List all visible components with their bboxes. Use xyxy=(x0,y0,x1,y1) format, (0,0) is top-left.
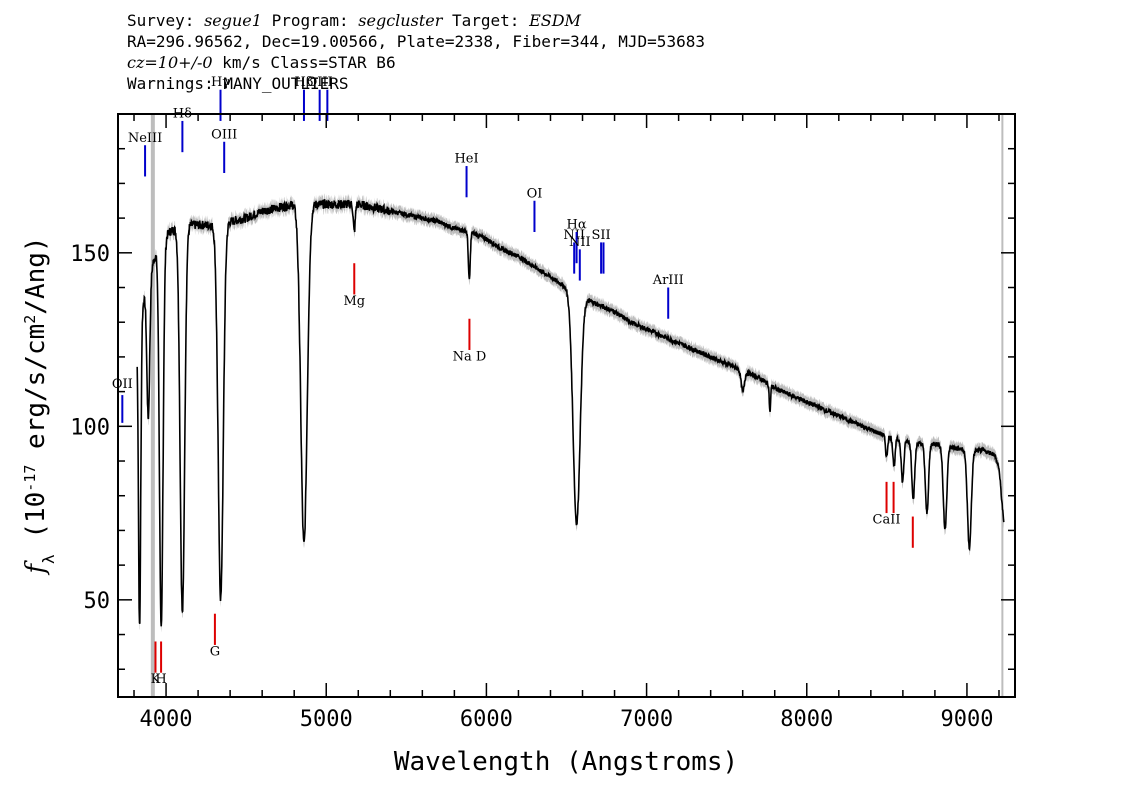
emission-line-label: ArIII xyxy=(652,273,684,288)
header-line-redshift: cz=10+/-0 km/s Class=STAR B6 xyxy=(127,52,705,73)
error-band xyxy=(137,193,1004,633)
x-tick-label: 6000 xyxy=(460,707,513,732)
header-line-coordinates: RA=296.96562, Dec=19.00566, Plate=2338, … xyxy=(127,32,705,51)
x-tick-label: 7000 xyxy=(620,707,673,732)
emission-line-label: Hγ xyxy=(211,75,230,90)
y-tick-label: 50 xyxy=(84,589,111,614)
cz-value: cz=10+/-0 xyxy=(127,53,213,72)
program-value: segcluster xyxy=(358,11,443,30)
absorption-line-label: H xyxy=(155,672,166,687)
x-tick-label: 5000 xyxy=(300,707,353,732)
class-text: km/s Class=STAR B6 xyxy=(212,53,396,72)
emission-line-label: OIII xyxy=(307,75,333,90)
spectrum-group xyxy=(136,199,1005,627)
header-line-warnings: Warnings: MANY_OUTLIERS xyxy=(127,74,349,93)
emission-line-label: Hα xyxy=(567,218,587,233)
x-axis-label: Wavelength (Angstroms) xyxy=(394,747,738,777)
x-tick-label: 9000 xyxy=(940,707,993,732)
absorption-line-label: G xyxy=(210,644,220,659)
absorption-line-label: Na D xyxy=(453,349,487,364)
emission-line-label: NII xyxy=(569,235,591,250)
absorption-line-label: CaII xyxy=(873,512,901,527)
masked-bands xyxy=(150,114,1004,697)
emission-line-label: NeIII xyxy=(128,131,162,146)
y-axis-label: fλ (10-17 erg/s/cm2/Ang) xyxy=(21,236,58,575)
y-tick-label: 150 xyxy=(70,242,110,267)
absorption-line-label: Mg xyxy=(343,294,365,309)
axis-ticks: 4000 5000 6000 7000 8000 9000 50 100 150 xyxy=(70,114,1015,732)
error-band-group xyxy=(137,193,1004,633)
y-tick-label: 100 xyxy=(70,415,110,440)
header-line-survey: Survey: segue1 Program: segcluster Targe… xyxy=(127,10,705,31)
masked-band xyxy=(1001,114,1004,697)
emission-line-label: Hβ xyxy=(295,75,314,90)
survey-value: segue1 xyxy=(204,11,262,30)
emission-line-label: OI xyxy=(527,186,543,201)
target-value: ESDM xyxy=(529,11,581,30)
survey-label: Survey: xyxy=(127,11,195,30)
emission-line-label: OIII xyxy=(211,127,237,142)
emission-line-label: HeI xyxy=(454,152,478,167)
absorption-line-label: K xyxy=(151,672,161,687)
plot-frame xyxy=(117,113,1016,698)
spectrum-header: Survey: segue1 Program: segcluster Targe… xyxy=(127,10,705,94)
emission-line-label: SII xyxy=(592,228,611,243)
spectrum-line xyxy=(136,199,1005,627)
emission-line-label: NII xyxy=(563,228,585,243)
program-label: Program: xyxy=(271,11,349,30)
emission-line-label: OII xyxy=(112,377,133,392)
masked-band xyxy=(150,114,155,697)
x-tick-label: 8000 xyxy=(780,707,833,732)
target-label: Target: xyxy=(452,11,520,30)
x-tick-label: 4000 xyxy=(140,707,193,732)
